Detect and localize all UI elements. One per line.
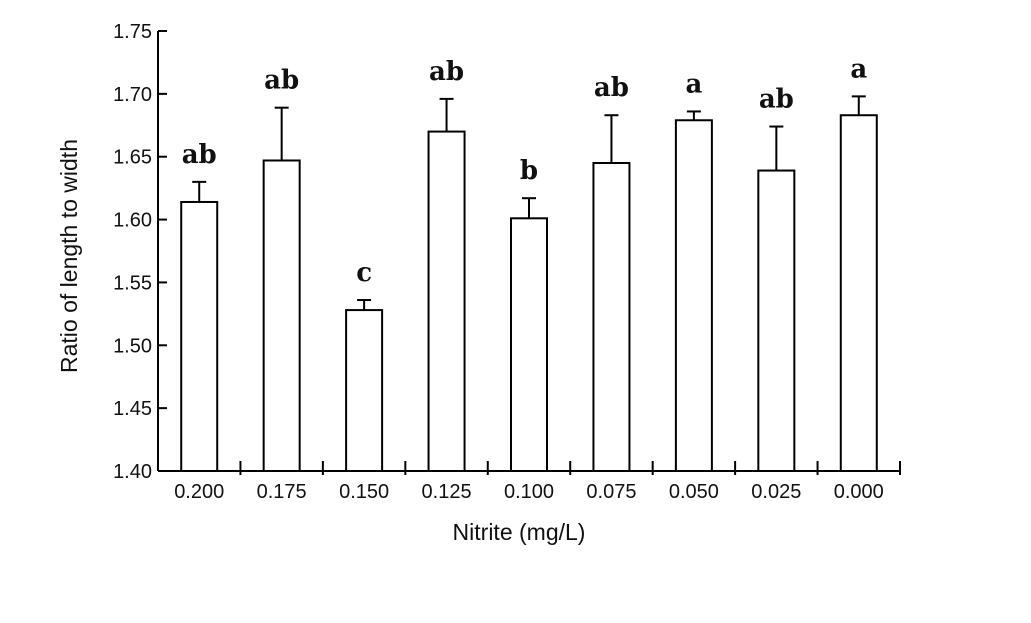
- bar: [757, 169, 796, 473]
- bar: [427, 130, 466, 472]
- x-tick-label: 0.175: [257, 481, 307, 503]
- y-tick-label: 1.75: [113, 21, 152, 43]
- x-tick-label: 0.150: [339, 481, 389, 503]
- y-tick-label: 1.55: [113, 272, 152, 294]
- bar: [674, 119, 713, 472]
- y-tick-label: 1.45: [113, 398, 152, 420]
- y-tick-label: 1.70: [113, 84, 152, 106]
- bar: [839, 114, 878, 472]
- significance-label: c: [356, 258, 372, 288]
- x-tick-label: 0.125: [422, 481, 472, 503]
- x-tick-label: 0.000: [834, 481, 884, 503]
- bar: [345, 309, 384, 473]
- x-axis-title: Nitrite (mg/L): [453, 519, 586, 545]
- significance-label: ab: [594, 73, 629, 103]
- x-tick-label: 0.075: [586, 481, 636, 503]
- x-tick-label: 0.100: [504, 481, 554, 503]
- significance-label: a: [850, 54, 867, 84]
- significance-label: a: [685, 69, 702, 99]
- bar: [262, 159, 301, 472]
- bar: [510, 217, 548, 472]
- labels: 1.401.451.501.551.601.651.701.75ab0.200a…: [113, 21, 884, 503]
- bars: [180, 95, 878, 473]
- y-tick-label: 1.65: [113, 147, 152, 169]
- bar: [180, 200, 219, 472]
- y-tick-label: 1.40: [113, 461, 152, 483]
- significance-label: ab: [182, 140, 217, 170]
- significance-label: b: [520, 156, 538, 186]
- y-tick-label: 1.60: [113, 210, 152, 232]
- x-tick-label: 0.200: [174, 481, 224, 503]
- significance-label: ab: [759, 85, 794, 115]
- x-tick-label: 0.025: [751, 481, 801, 503]
- significance-label: ab: [264, 66, 299, 96]
- bar: [592, 162, 631, 472]
- significance-label: ab: [429, 57, 464, 87]
- y-axis-title: Ratio of length to width: [56, 139, 82, 373]
- x-tick-label: 0.050: [669, 481, 719, 503]
- y-tick-label: 1.50: [113, 335, 152, 357]
